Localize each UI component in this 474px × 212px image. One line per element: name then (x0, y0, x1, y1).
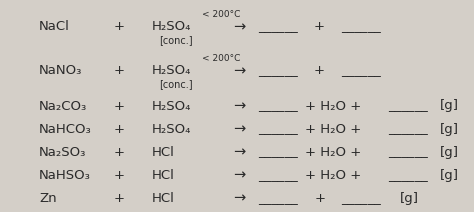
Text: +: + (114, 123, 125, 135)
Text: ______: ______ (258, 99, 298, 113)
Text: + H₂O +: + H₂O + (305, 169, 362, 181)
Text: ______: ______ (388, 123, 428, 135)
Text: ______: ______ (258, 145, 298, 159)
Text: Na₂CO₃: Na₂CO₃ (39, 99, 87, 113)
Text: NaHCO₃: NaHCO₃ (39, 123, 92, 135)
Text: + H₂O +: + H₂O + (305, 145, 362, 159)
Text: < 200°C: < 200°C (201, 10, 240, 20)
Text: ______: ______ (388, 169, 428, 181)
Text: +: + (314, 64, 325, 77)
Text: H₂SO₄: H₂SO₄ (152, 20, 191, 33)
Text: +: + (114, 145, 125, 159)
Text: [g]: [g] (400, 192, 419, 205)
Text: + H₂O +: + H₂O + (305, 99, 362, 113)
Text: →: → (233, 121, 246, 137)
Text: ______: ______ (341, 192, 381, 205)
Text: →: → (233, 191, 246, 206)
Text: [conc.]: [conc.] (159, 79, 193, 89)
Text: →: → (233, 99, 246, 113)
Text: H₂SO₄: H₂SO₄ (152, 64, 191, 77)
Text: +: + (114, 64, 125, 77)
Text: NaNO₃: NaNO₃ (39, 64, 82, 77)
Text: →: → (233, 145, 246, 159)
Text: [g]: [g] (439, 145, 459, 159)
Text: HCl: HCl (152, 169, 175, 181)
Text: [g]: [g] (439, 169, 459, 181)
Text: ______: ______ (388, 99, 428, 113)
Text: NaHSO₃: NaHSO₃ (39, 169, 91, 181)
Text: H₂SO₄: H₂SO₄ (152, 99, 191, 113)
Text: + H₂O +: + H₂O + (305, 123, 362, 135)
Text: H₂SO₄: H₂SO₄ (152, 123, 191, 135)
Text: ______: ______ (258, 192, 298, 205)
Text: HCl: HCl (152, 145, 175, 159)
Text: ______: ______ (388, 145, 428, 159)
Text: +: + (114, 20, 125, 33)
Text: NaCl: NaCl (39, 20, 70, 33)
Text: +: + (315, 192, 326, 205)
Text: Zn: Zn (39, 192, 57, 205)
Text: →: → (233, 167, 246, 183)
Text: < 200°C: < 200°C (201, 54, 240, 63)
Text: ______: ______ (258, 20, 298, 33)
Text: +: + (114, 169, 125, 181)
Text: +: + (114, 192, 125, 205)
Text: ______: ______ (341, 64, 381, 77)
Text: ______: ______ (258, 123, 298, 135)
Text: [conc.]: [conc.] (159, 35, 193, 45)
Text: +: + (114, 99, 125, 113)
Text: ______: ______ (258, 64, 298, 77)
Text: HCl: HCl (152, 192, 175, 205)
Text: ______: ______ (341, 20, 381, 33)
Text: [g]: [g] (439, 99, 459, 113)
Text: →: → (233, 19, 246, 34)
Text: Na₂SO₃: Na₂SO₃ (39, 145, 86, 159)
Text: [g]: [g] (439, 123, 459, 135)
Text: ______: ______ (258, 169, 298, 181)
Text: +: + (314, 20, 325, 33)
Text: →: → (233, 63, 246, 78)
